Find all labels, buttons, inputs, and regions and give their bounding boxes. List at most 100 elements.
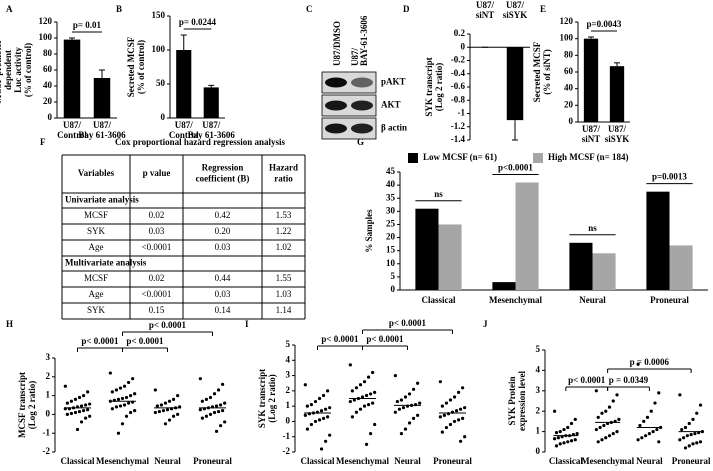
blot-column-label: U87/ [350,48,360,66]
panel-letter: E [540,4,546,14]
y-axis-label: MCSF transcript [17,372,27,438]
data-point [114,388,119,392]
panel-letter: C [306,4,313,14]
bar [176,50,192,118]
data-point [678,438,682,442]
y-axis-label: % Samples [364,209,374,253]
data-point [88,402,92,406]
y-tick-label: 40 [43,80,53,90]
data-point [69,399,74,403]
data-point [75,427,80,432]
data-point [393,410,397,414]
data-point [689,433,693,437]
y-axis-label: (Log 2 ratio) [267,374,277,423]
y-tick-label: 30 [386,205,396,215]
data-point [649,409,653,413]
data-point [687,444,691,448]
data-point [594,427,598,432]
data-point [305,404,309,408]
data-point [682,436,686,440]
x-tick-label: U87/ [582,124,600,134]
bar [609,66,625,122]
x-tick-label: Mesenchymal [489,295,542,305]
data-point [366,403,371,407]
data-point [305,427,309,431]
y-tick-label: -0.6 [451,81,466,91]
data-point [313,399,318,404]
bar [492,282,516,290]
data-point [596,440,600,444]
data-point [65,401,69,405]
x-tick-label: U87/ [93,120,111,130]
data-point [321,393,326,398]
annotation: ns [588,223,597,233]
y-tick-label: 100 [39,32,53,42]
data-point [360,395,365,399]
data-point [221,409,225,413]
data-point [695,441,699,445]
y-tick-label: -1.2 [451,121,466,131]
y-tick-label: 4 [536,364,541,374]
data-point [611,399,615,403]
y-tick-label: 40 [386,179,396,189]
data-point [319,447,324,451]
data-point [575,432,579,436]
data-point [403,395,408,399]
data-point [611,432,615,436]
panel-letter: A [6,4,13,14]
data-point [84,403,88,407]
data-point [364,393,369,398]
data-point [395,399,399,404]
x-tick-label: U87/ [202,120,220,130]
x-tick-label: U87/ [608,124,626,134]
panel-letter: B [116,4,122,14]
data-point [200,416,204,420]
data-point [558,442,562,446]
legend-label: High MCSF (n= 184) [548,152,629,162]
data-point [309,422,314,427]
annotation: p<0.0001 [498,163,533,173]
data-point [440,430,444,434]
annotation: p< 0.0001 [81,336,119,346]
data-point [362,380,367,384]
data-point [84,416,88,420]
y-tick-label: 35 [386,192,396,202]
data-point [167,418,172,422]
x-tick-label: Neural [579,295,606,305]
y-tick-label: 20 [43,96,53,106]
data-point [678,393,682,397]
data-point [553,409,557,413]
table-header: Hazard [269,163,298,173]
data-point [354,386,359,390]
x-tick-label: siSYK [605,134,630,144]
data-point [133,409,137,413]
data-point [366,375,371,379]
data-point [373,422,377,427]
data-point [393,373,397,378]
data-point [159,403,164,407]
x-tick-label: Classical [549,456,584,466]
panel-letter: G [357,137,364,147]
data-point [698,403,703,407]
table-cell: 0.03 [149,226,165,236]
table-header: p value [143,168,171,178]
data-point [636,438,640,442]
data-point [442,413,446,417]
y-tick-label: 15 [386,245,396,255]
data-point [407,421,412,425]
data-point [411,387,416,391]
annotation: p< 0.0001 [321,334,359,344]
data-point [607,405,612,409]
y-tick-label: 80 [43,48,53,58]
data-point [348,399,352,404]
data-point [176,394,180,398]
data-point [200,399,204,403]
bar [592,253,616,290]
data-point [114,405,119,409]
x-tick-label: Proneural [650,295,689,305]
data-point [411,416,416,420]
data-point [452,419,457,424]
data-point [120,422,125,426]
data-point [566,425,570,430]
data-point [221,382,225,386]
